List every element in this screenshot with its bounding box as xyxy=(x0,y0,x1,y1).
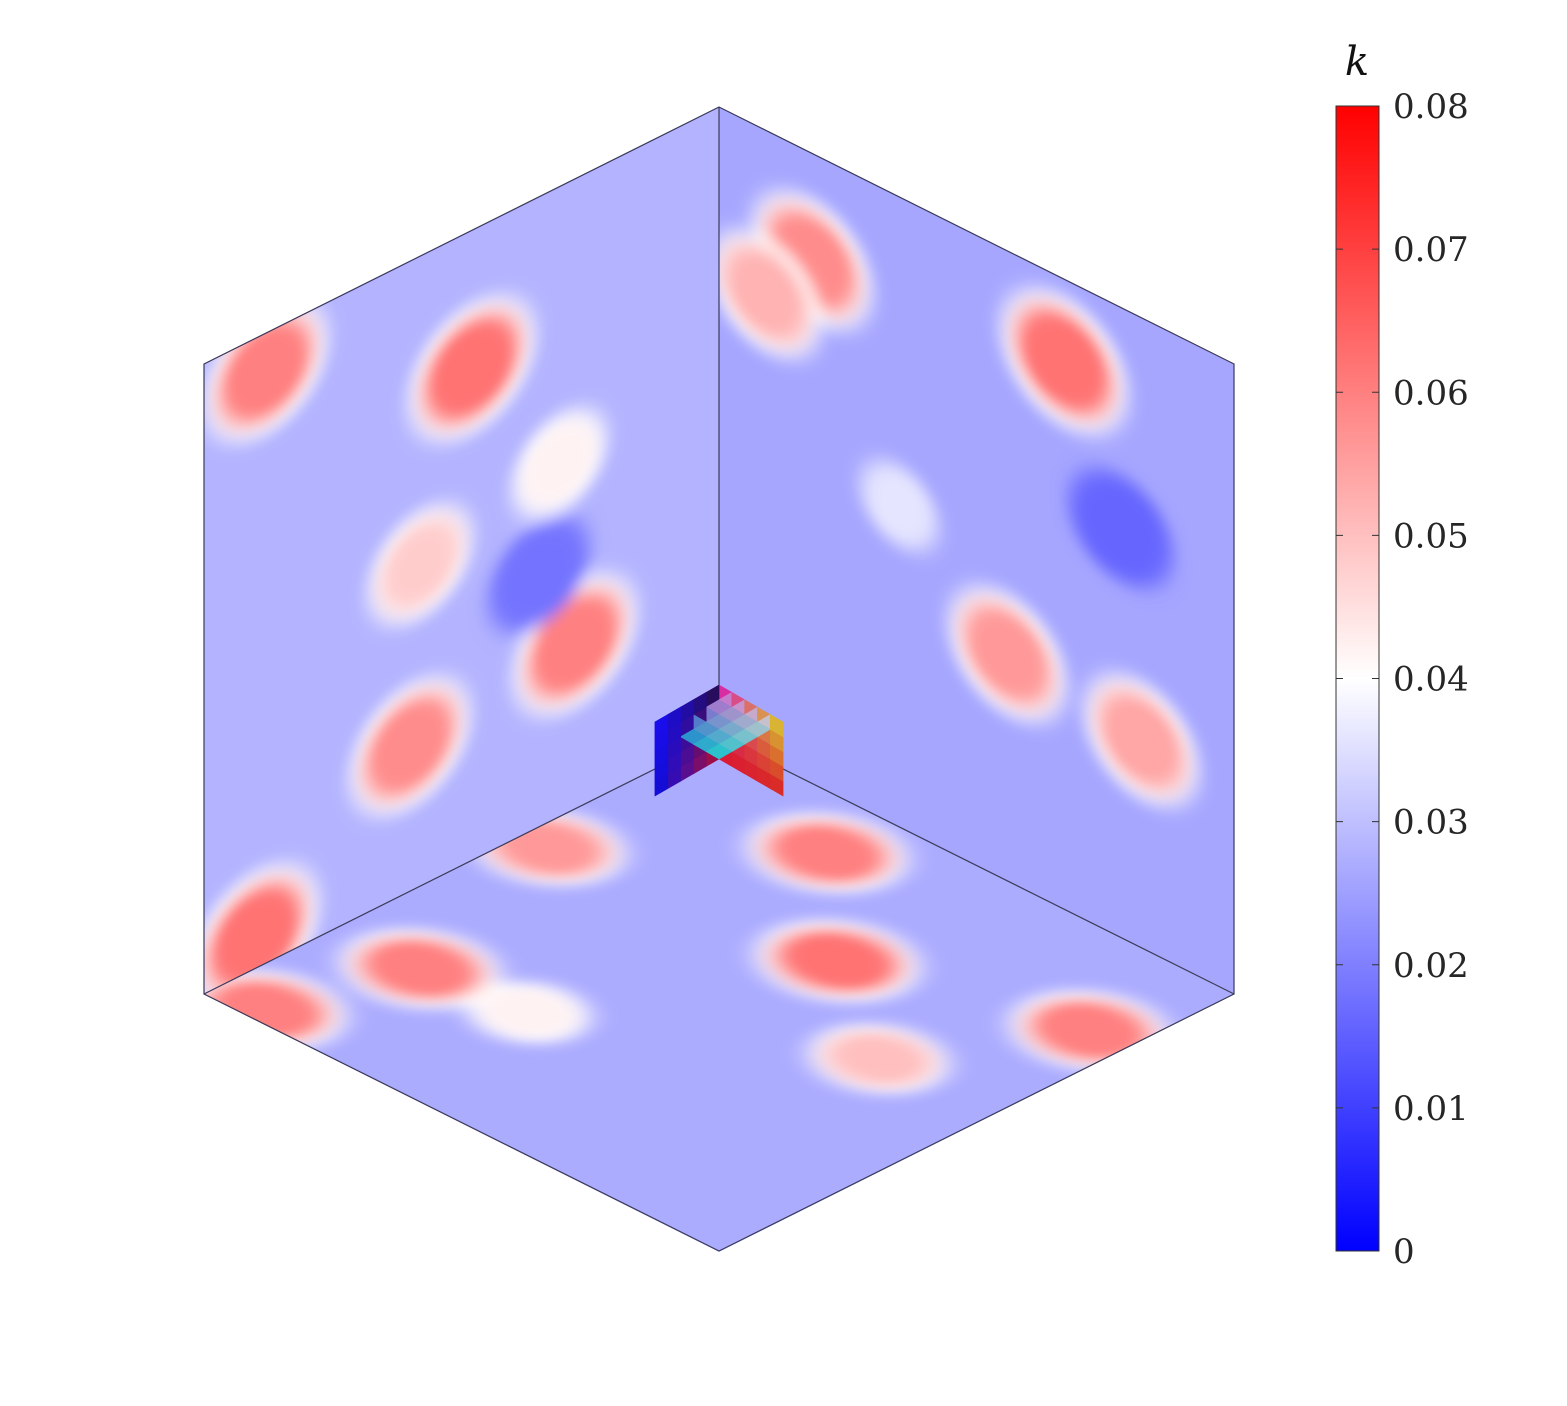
field-blob xyxy=(763,820,892,885)
cube-edges xyxy=(203,106,1235,1252)
field-blob xyxy=(822,1031,935,1087)
colorbar-tick-label: 0.03 xyxy=(1393,803,1469,843)
colorbar-tick-label: 0.05 xyxy=(1393,516,1469,556)
field-blob xyxy=(721,243,810,345)
field-blob xyxy=(1013,303,1115,419)
field-blob xyxy=(961,601,1054,708)
field-blob xyxy=(356,936,485,1001)
colorbar-tick-label: 0 xyxy=(1393,1232,1415,1272)
colorbar-tick-label: 0.04 xyxy=(1393,660,1469,700)
field-blob xyxy=(479,987,578,1038)
inset-cube-cell xyxy=(705,743,733,760)
field-blob xyxy=(421,311,523,427)
left-face xyxy=(204,106,719,994)
field-blob xyxy=(771,928,904,994)
edge-right-floor xyxy=(718,736,1235,995)
field-blob xyxy=(1096,688,1187,793)
right-face-bg xyxy=(719,107,1234,995)
colorbar-tick-label: 0.01 xyxy=(1393,1089,1469,1129)
colorbar-label: k xyxy=(1345,39,1369,85)
field-blob xyxy=(522,420,597,507)
field-blob xyxy=(362,691,458,801)
field-blob xyxy=(379,517,462,613)
inset-cube-cell xyxy=(769,714,784,738)
cube-outline xyxy=(203,106,1235,1252)
colorbar-tick-label: 0.02 xyxy=(1393,946,1469,986)
colorbar-tick-label: 0.06 xyxy=(1393,373,1469,413)
right-face xyxy=(719,107,1234,995)
colorbar-ticks: 0 0.01 0.02 0.03 0.04 0.05 0.06 0.07 0.08 xyxy=(1336,87,1469,1272)
field-blob xyxy=(488,517,589,633)
inset-color-cube xyxy=(654,684,784,797)
field-blob xyxy=(1025,998,1154,1063)
colorbar-tick-label: 0.08 xyxy=(1393,87,1469,127)
field-blob xyxy=(1069,469,1173,588)
edge-left-floor xyxy=(203,736,720,995)
colorbar: k 0 0.01 0.02 0.03 0.04 0.05 0.06 0.07 0.08 xyxy=(1335,39,1469,1272)
cube-field-plot xyxy=(203,106,1235,1252)
inset-cube-cell xyxy=(654,714,669,738)
colorbar-tick-label: 0.07 xyxy=(1393,230,1469,270)
field-blob xyxy=(860,461,938,551)
